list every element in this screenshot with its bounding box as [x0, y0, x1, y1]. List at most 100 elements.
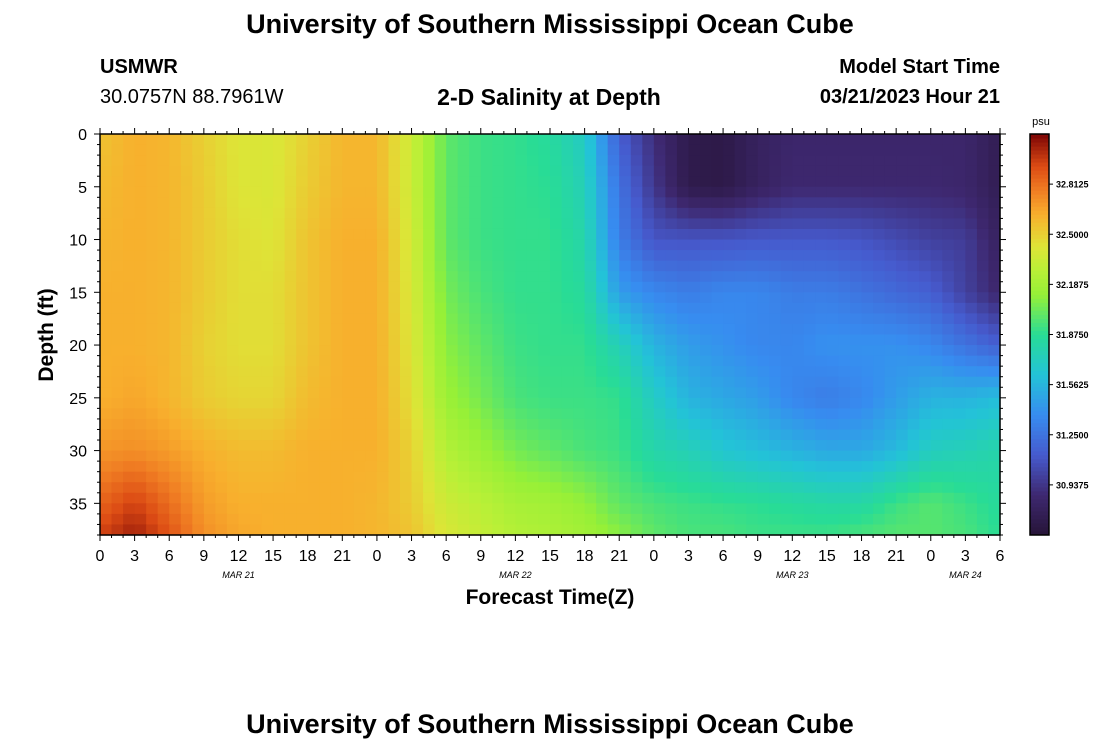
heatmap-cell [884, 239, 897, 251]
heatmap-cell [734, 524, 747, 536]
heatmap-cell [330, 302, 343, 314]
heatmap-cell [630, 176, 643, 188]
heatmap-cell [607, 197, 620, 209]
heatmap-cell [803, 207, 816, 220]
heatmap-cell [492, 302, 505, 314]
heatmap-cell [388, 292, 401, 304]
heatmap-cell [492, 397, 505, 409]
heatmap-cell [226, 228, 240, 241]
heatmap-cell [284, 313, 297, 325]
heatmap-cell [803, 450, 816, 462]
heatmap-cell [653, 355, 666, 367]
heatmap-cell [296, 492, 309, 504]
heatmap-cell [803, 482, 816, 494]
heatmap-cell [896, 513, 909, 526]
heatmap-cell [873, 461, 886, 473]
heatmap-cell [365, 134, 378, 146]
heatmap-cell [215, 376, 228, 388]
page-title: University of Southern Mississippi Ocean… [246, 9, 854, 39]
heatmap-cell [607, 450, 620, 462]
heatmap-cell [953, 387, 966, 399]
heatmap-cell [988, 260, 1001, 272]
heatmap-cell [953, 281, 966, 293]
heatmap-cell [180, 440, 193, 452]
heatmap-cell [192, 260, 205, 272]
heatmap-cell [596, 239, 609, 251]
heatmap-cell [157, 513, 170, 526]
heatmap-cell [734, 218, 747, 230]
heatmap-cell [896, 260, 909, 272]
colorbar-tick-label: 32.8125 [1056, 180, 1089, 190]
colorbar-segment [1030, 210, 1049, 215]
heatmap-cell [169, 397, 182, 409]
heatmap-cell [365, 355, 378, 367]
heatmap-cell [261, 418, 274, 431]
heatmap-cell [157, 292, 170, 304]
heatmap-cell [480, 513, 493, 526]
heatmap-cell [550, 345, 563, 357]
heatmap-cell [307, 281, 320, 293]
heatmap-cell [769, 313, 782, 325]
heatmap-cell [884, 471, 897, 483]
heatmap-cell [573, 429, 586, 441]
heatmap-cell [676, 524, 690, 536]
heatmap-cell [688, 387, 701, 399]
heatmap-cell [619, 239, 632, 251]
heatmap-cell [238, 376, 251, 388]
heatmap-cell [365, 397, 378, 409]
heatmap-cell [965, 302, 978, 314]
heatmap-cell [250, 408, 263, 420]
heatmap-cell [873, 345, 886, 357]
heatmap-cell [250, 440, 263, 452]
heatmap-cell [146, 355, 159, 367]
heatmap-cell [711, 197, 724, 209]
heatmap-cell [838, 281, 851, 293]
heatmap-cell [111, 144, 124, 156]
x-tick-label: 6 [719, 548, 728, 565]
heatmap-cell [411, 323, 424, 336]
colorbar-segment [1030, 298, 1049, 303]
heatmap-cell [180, 492, 193, 504]
heatmap-cell [261, 440, 274, 452]
heatmap-cell [700, 376, 713, 388]
heatmap-cell [238, 260, 251, 272]
heatmap-cell [526, 313, 540, 325]
heatmap-cell [365, 429, 378, 441]
heatmap-cell [953, 355, 966, 367]
heatmap-cell [676, 492, 690, 504]
heatmap-cell [238, 408, 251, 420]
heatmap-cell [700, 197, 713, 209]
heatmap-cell [400, 429, 413, 441]
heatmap-cell [261, 334, 274, 346]
heatmap-cell [319, 345, 332, 357]
heatmap-cell [480, 239, 493, 251]
heatmap-cell [388, 355, 401, 367]
heatmap-cell [238, 271, 251, 283]
heatmap-cell [342, 450, 355, 462]
heatmap-cell [307, 313, 320, 325]
heatmap-cell [515, 281, 528, 293]
heatmap-cell [676, 450, 690, 462]
heatmap-cell [561, 450, 574, 462]
heatmap-cell [596, 482, 609, 494]
heatmap-cell [550, 376, 563, 388]
heatmap-cell [953, 492, 966, 504]
heatmap-cell [630, 440, 643, 452]
footer-title: University of Southern Mississippi Ocean… [246, 709, 854, 739]
heatmap-cell [907, 186, 920, 198]
heatmap-cell [261, 524, 274, 536]
heatmap-cell [803, 429, 816, 441]
heatmap-cell [953, 334, 966, 346]
heatmap-cell [930, 186, 943, 198]
x-tick-label: 0 [926, 548, 935, 565]
heatmap-cells [100, 134, 1001, 536]
heatmap-cell [100, 503, 113, 515]
heatmap-cell [873, 155, 886, 167]
colorbar-segment [1030, 494, 1049, 500]
heatmap-cell [884, 503, 897, 515]
heatmap-cell [676, 228, 690, 241]
heatmap-cell [665, 176, 678, 188]
heatmap-cell [203, 313, 216, 325]
heatmap-cell [584, 134, 597, 146]
heatmap-cell [803, 281, 816, 293]
